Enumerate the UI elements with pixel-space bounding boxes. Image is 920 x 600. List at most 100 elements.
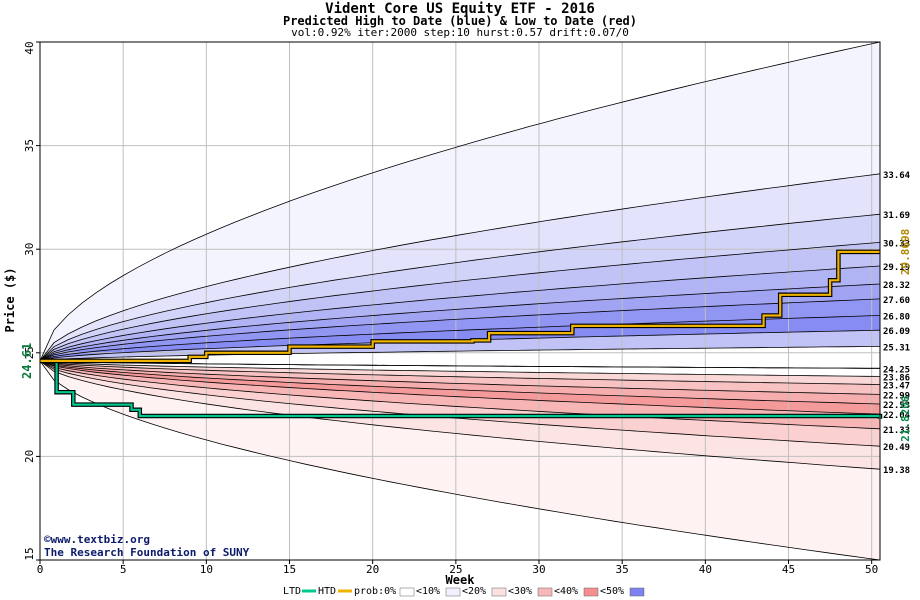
percentile-end-label: 22.99 <box>883 391 910 401</box>
y-tick-label: 40 <box>23 41 36 54</box>
percentile-line <box>39 315 881 362</box>
series-lines <box>39 41 883 561</box>
percentile-end-label: 30.33 <box>883 239 910 249</box>
plot-frame <box>39 41 881 561</box>
x-tick-label: 45 <box>782 563 795 576</box>
x-tick-label: 20 <box>366 563 379 576</box>
x-tick-label: 50 <box>865 563 878 576</box>
percentile-end-label: 22.53 <box>883 401 910 411</box>
percentile-end-label: 29.19 <box>883 263 910 273</box>
low-band <box>40 360 880 415</box>
percentile-line <box>39 265 881 362</box>
legend-lt20-label: <20% <box>462 586 486 597</box>
percentile-end-label: 31.69 <box>883 211 910 221</box>
y-tick-label: 30 <box>23 243 36 256</box>
percentile-line <box>39 360 881 415</box>
percentile-end-label: 33.64 <box>883 171 911 181</box>
percentile-end-label: 22.04 <box>883 411 911 421</box>
htd-line <box>40 250 880 362</box>
percentile-end-label: 26.09 <box>883 327 910 337</box>
x-tick-label: 30 <box>532 563 545 576</box>
percentile-line <box>39 360 881 430</box>
percentile-line <box>39 173 881 362</box>
percentile-line <box>39 360 881 470</box>
high-band <box>40 42 880 361</box>
credit-organization: The Research Foundation of SUNY <box>44 546 250 559</box>
percentile-line <box>39 283 881 362</box>
low-band <box>40 360 880 404</box>
legend-lt50-label: <50% <box>600 586 624 597</box>
low-band <box>40 360 880 429</box>
percentile-line <box>39 213 881 362</box>
y-tick-label: 20 <box>23 450 36 463</box>
legend-swatch-50 <box>629 587 645 597</box>
legend: LTD HTD prob:0% <10% <20% <30% <40% <50% <box>283 586 645 597</box>
low-band <box>40 360 880 385</box>
y-tick-label: 25 <box>23 346 36 359</box>
value-labels: 24.61 33.64 31.69 30.33 29.19 28.32 27.60 26.80… <box>20 171 912 476</box>
legend-swatch-0 <box>399 587 415 597</box>
percentile-line <box>39 360 881 377</box>
percentile-end-label: 23.47 <box>883 382 910 392</box>
legend-swatch-10 <box>445 587 461 597</box>
percentile-line <box>39 41 881 362</box>
legend-swatch-20 <box>491 587 507 597</box>
high-band <box>40 173 880 361</box>
credit-website: ©www.textbiz.org <box>44 533 150 546</box>
low-band <box>40 360 880 395</box>
x-tick-label: 0 <box>37 563 44 576</box>
percentile-line <box>39 298 881 362</box>
probability-bands <box>40 42 880 560</box>
percentile-line <box>39 360 881 395</box>
ltd-line <box>40 359 882 419</box>
y-tick-label: 35 <box>23 139 36 152</box>
legend-ltd-label: LTD <box>283 586 301 597</box>
high-band <box>40 214 880 361</box>
legend-swatch-40 <box>583 587 599 597</box>
low-band <box>40 360 880 447</box>
percentile-line <box>39 360 881 447</box>
percentile-line <box>39 360 881 405</box>
percentile-line <box>39 346 881 362</box>
legend-lt10-label: <10% <box>416 586 440 597</box>
percentile-line <box>39 242 881 362</box>
legend-lt30-label: <30% <box>508 586 532 597</box>
percentile-end-label: 26.80 <box>883 313 910 323</box>
percentile-end-label: 21.33 <box>883 426 910 436</box>
legend-prob-label: prob:0% <box>354 586 396 597</box>
chart-title: Vident Core US Equity ETF - 2016 <box>325 1 595 17</box>
legend-swatch-30 <box>537 587 553 597</box>
percentile-end-label: 24.25 <box>883 365 910 375</box>
x-tick-label: 15 <box>283 563 296 576</box>
percentile-line <box>39 360 881 561</box>
x-tick-label: 5 <box>120 563 127 576</box>
x-tick-label: 40 <box>699 563 712 576</box>
y-tick-label: 15 <box>23 547 36 560</box>
low-band <box>40 360 880 560</box>
percentile-end-label: 19.38 <box>883 466 910 476</box>
htd-final-label: 29.8698 <box>899 229 912 275</box>
x-tick-label: 35 <box>616 563 629 576</box>
high-band <box>40 346 880 369</box>
start-price-label: 24.61 <box>20 343 34 379</box>
percentile-line <box>39 360 881 385</box>
high-band <box>40 242 880 361</box>
axes: 0 5 10 15 20 25 30 35 40 45 50 15 20 25 30 35 40 Week Pric… <box>3 41 881 587</box>
legend-htd-label: HTD <box>318 586 336 597</box>
percentile-line <box>39 360 880 369</box>
chart-subtitle: Predicted High to Date (blue) & Low to D… <box>282 14 637 28</box>
percentile-end-label: 27.60 <box>883 296 910 306</box>
percentile-end-label: 28.32 <box>883 281 910 291</box>
low-band <box>40 360 880 377</box>
percentile-end-label: 20.49 <box>883 443 910 453</box>
high-band <box>40 284 880 361</box>
ltd-final-label: 21.8206 <box>899 395 912 442</box>
x-tick-label: 10 <box>200 563 213 576</box>
percentile-end-label: 23.86 <box>883 373 910 383</box>
chart-parameters: vol:0.92% iter:2000 step:10 hurst:0.57 d… <box>291 26 629 39</box>
legend-lt40-label: <40% <box>554 586 578 597</box>
y-axis-label: Price ($) <box>3 267 17 332</box>
high-band <box>40 266 880 361</box>
percentile-end-label: 25.31 <box>883 343 910 353</box>
